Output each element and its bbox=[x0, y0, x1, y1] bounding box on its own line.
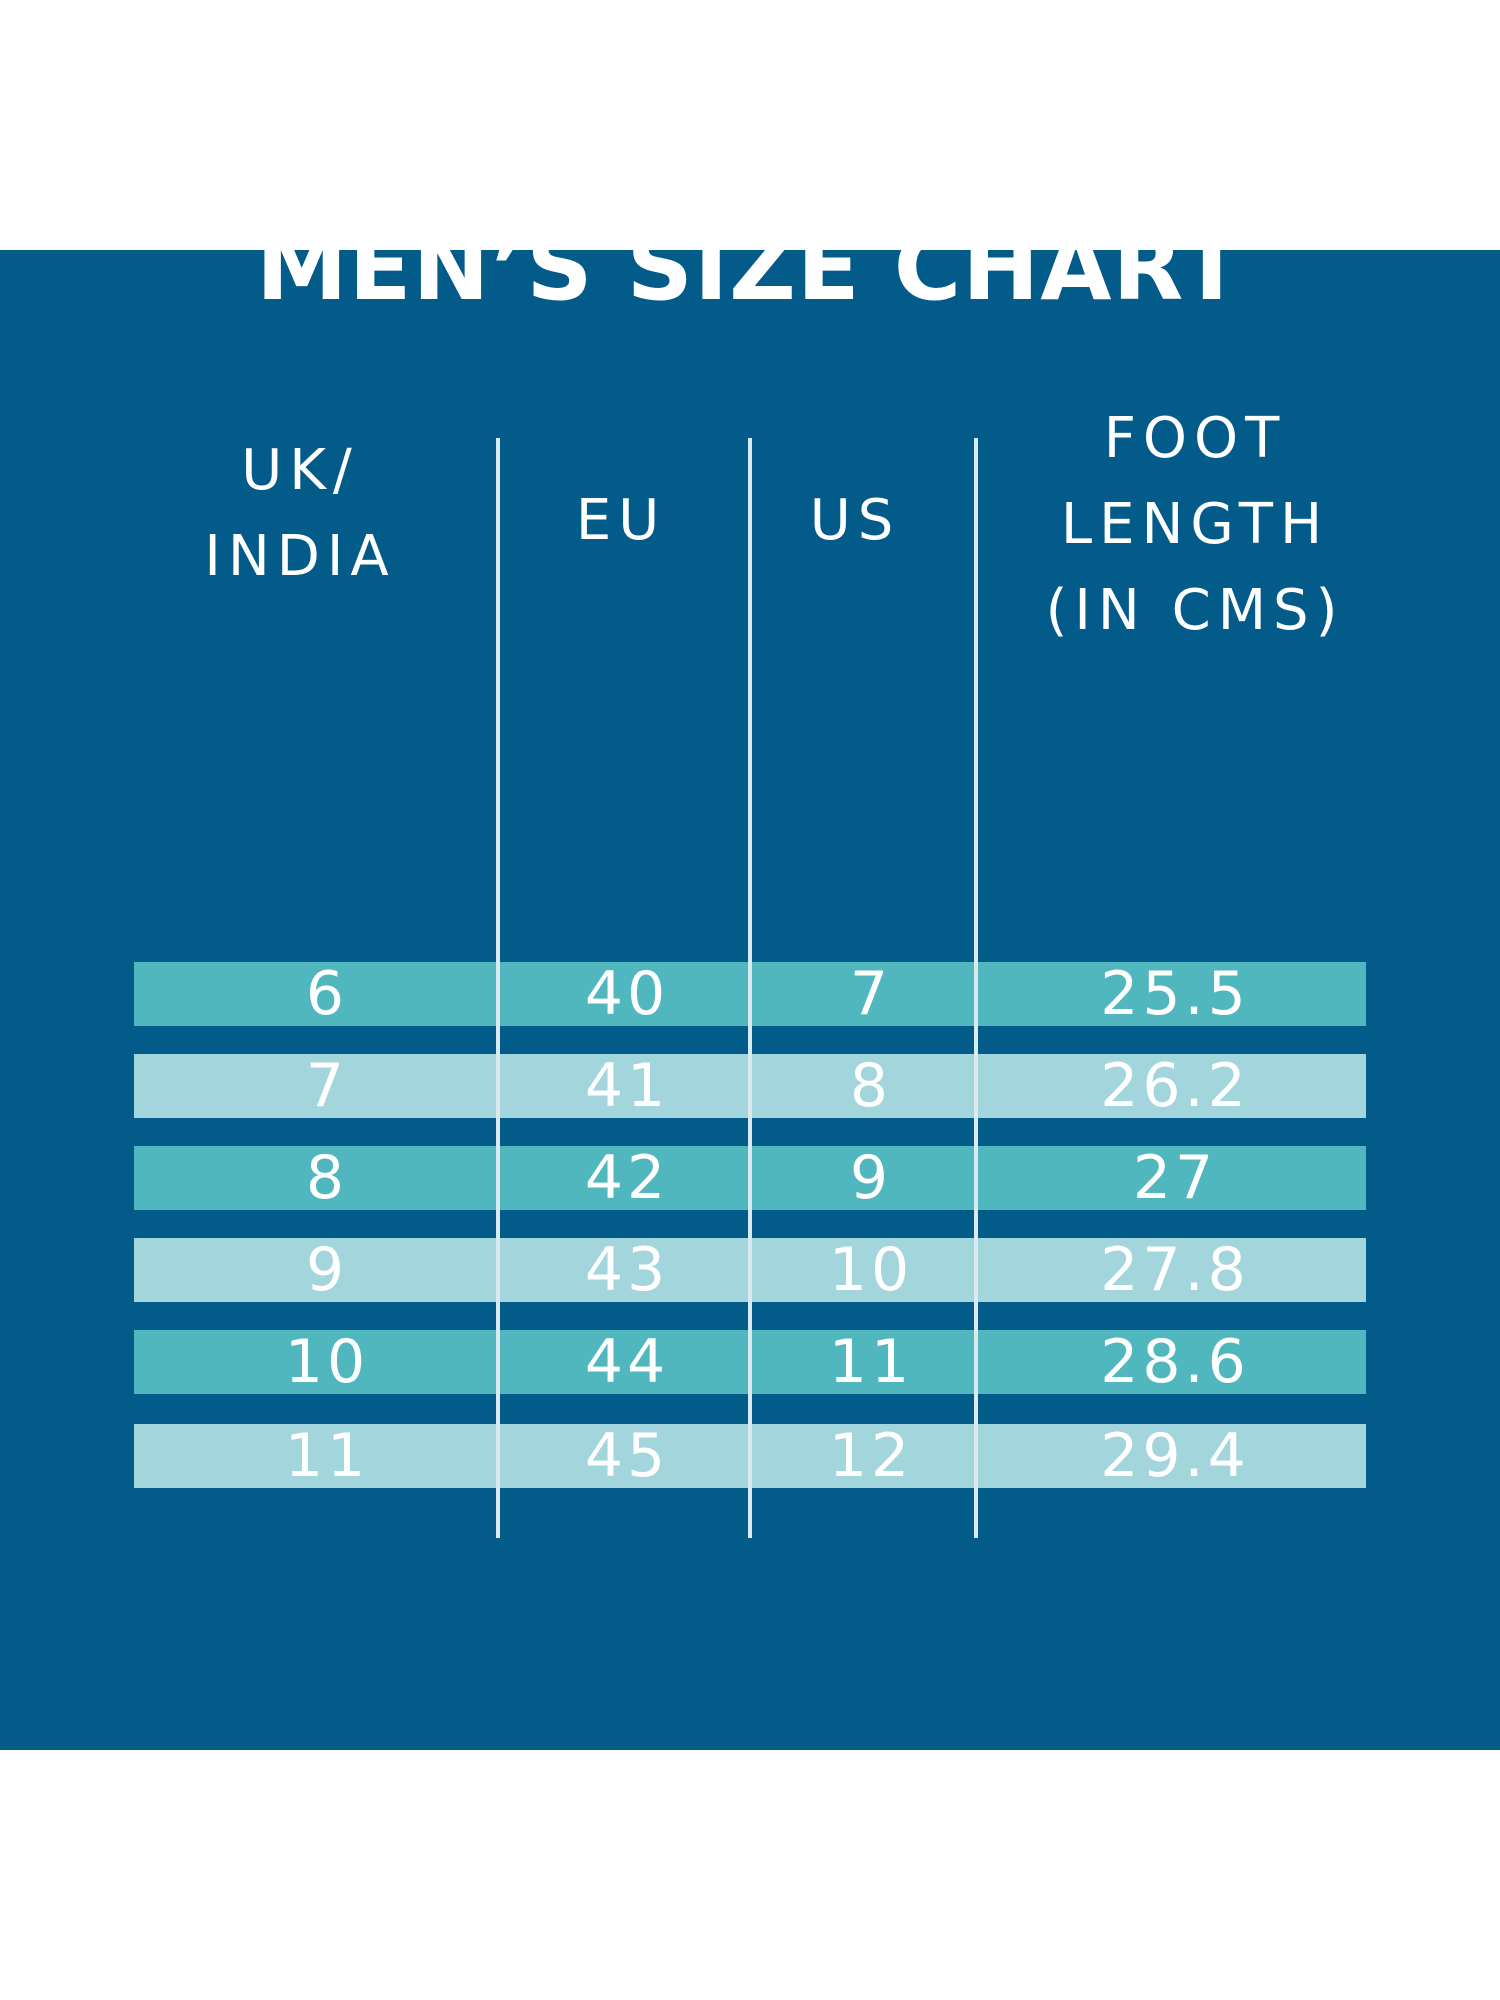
cell-eu: 42 bbox=[584, 1143, 670, 1213]
cell-uk-india: 6 bbox=[305, 959, 349, 1029]
column-divider bbox=[748, 438, 752, 1538]
cell-foot-length: 26.2 bbox=[1100, 1051, 1250, 1121]
column-divider bbox=[974, 438, 978, 1538]
cell-us: 7 bbox=[849, 959, 893, 1029]
cell-foot-length: 25.5 bbox=[1100, 959, 1250, 1029]
cell-eu: 44 bbox=[584, 1327, 670, 1397]
cell-foot-length: 27 bbox=[1132, 1143, 1218, 1213]
cell-us: 12 bbox=[828, 1421, 914, 1491]
cell-eu: 43 bbox=[584, 1235, 670, 1305]
cell-eu: 41 bbox=[584, 1051, 670, 1121]
cell-uk-india: 10 bbox=[284, 1327, 370, 1397]
cell-us: 11 bbox=[828, 1327, 914, 1397]
column-divider bbox=[496, 438, 500, 1538]
cell-eu: 40 bbox=[584, 959, 670, 1029]
cell-uk-india: 9 bbox=[305, 1235, 349, 1305]
column-header-eu: EU bbox=[575, 488, 667, 553]
cell-foot-length: 27.8 bbox=[1100, 1235, 1250, 1305]
cell-us: 8 bbox=[849, 1051, 893, 1121]
cell-uk-india: 11 bbox=[284, 1421, 370, 1491]
column-header-uk-india: UK/ INDIA bbox=[204, 438, 396, 589]
column-header-us: US bbox=[809, 488, 901, 553]
cell-eu: 45 bbox=[584, 1421, 670, 1491]
chart-title: MEN’S SIZE CHART bbox=[256, 214, 1244, 321]
cell-foot-length: 29.4 bbox=[1100, 1421, 1250, 1491]
cell-uk-india: 8 bbox=[305, 1143, 349, 1213]
column-header-foot-length: FOOT LENGTH (IN CMS) bbox=[1045, 406, 1345, 643]
cell-us: 9 bbox=[849, 1143, 893, 1213]
cell-uk-india: 7 bbox=[305, 1051, 349, 1121]
cell-foot-length: 28.6 bbox=[1100, 1327, 1250, 1397]
cell-us: 10 bbox=[828, 1235, 914, 1305]
